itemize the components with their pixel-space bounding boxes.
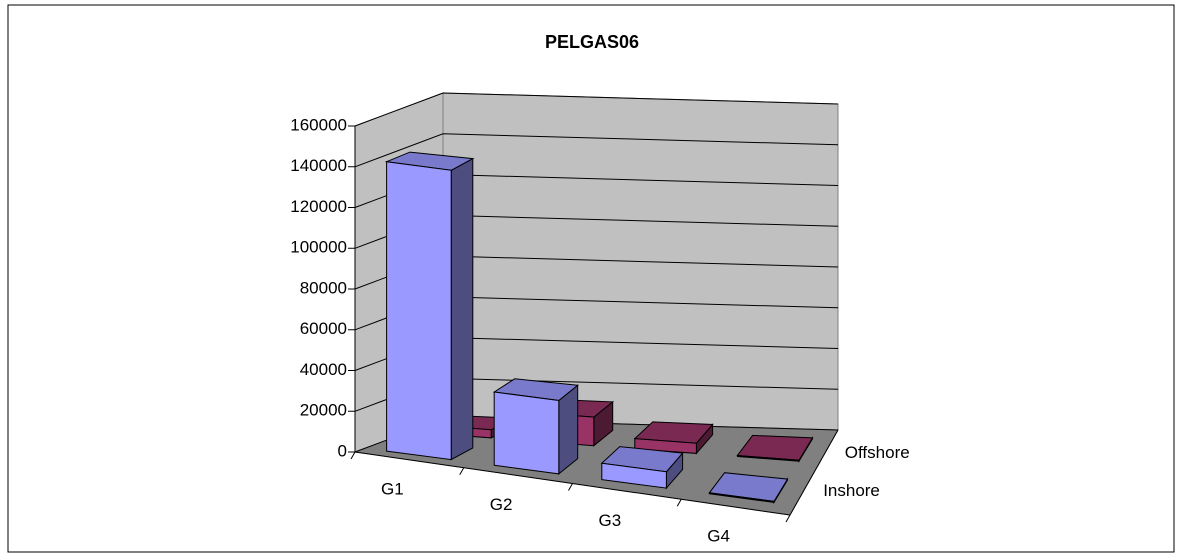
x-tick	[568, 483, 573, 491]
bar	[492, 378, 579, 475]
y-tick-label: 140000	[290, 156, 347, 175]
y-tick-label: 0	[338, 441, 347, 460]
bar-side	[450, 157, 474, 461]
bar-front	[493, 391, 560, 475]
y-tick-label: 60000	[300, 319, 347, 338]
series-label: Inshore	[823, 481, 880, 500]
x-tick-label: G1	[381, 479, 404, 498]
bar-front	[708, 492, 775, 503]
x-tick	[459, 467, 465, 475]
bar	[633, 421, 714, 455]
grid-line	[354, 133, 839, 168]
y-tick-label: 120000	[290, 197, 347, 216]
y-tick-label: 160000	[290, 115, 347, 134]
x-tick-label: G2	[490, 495, 513, 514]
x-tick-label: G4	[707, 527, 730, 546]
x-tick	[676, 499, 682, 507]
bar	[384, 151, 475, 461]
bar-front	[736, 454, 800, 462]
y-tick-label: 100000	[290, 238, 347, 257]
y-tick-label: 40000	[300, 360, 347, 379]
x-tick	[785, 514, 791, 523]
y-tick-label: 20000	[300, 401, 347, 420]
bar-front	[601, 462, 667, 489]
depth-axis	[789, 429, 839, 516]
bar	[600, 446, 684, 490]
x-tick	[350, 451, 356, 460]
y-tick-label: 80000	[300, 278, 347, 297]
grid-line	[354, 92, 839, 127]
bar-front	[386, 161, 452, 461]
x-tick-label: G3	[599, 511, 622, 530]
bar	[708, 472, 789, 505]
bar	[736, 434, 814, 463]
series-label: Offshore	[845, 443, 910, 462]
chart-title: PELGAS06	[545, 32, 639, 52]
